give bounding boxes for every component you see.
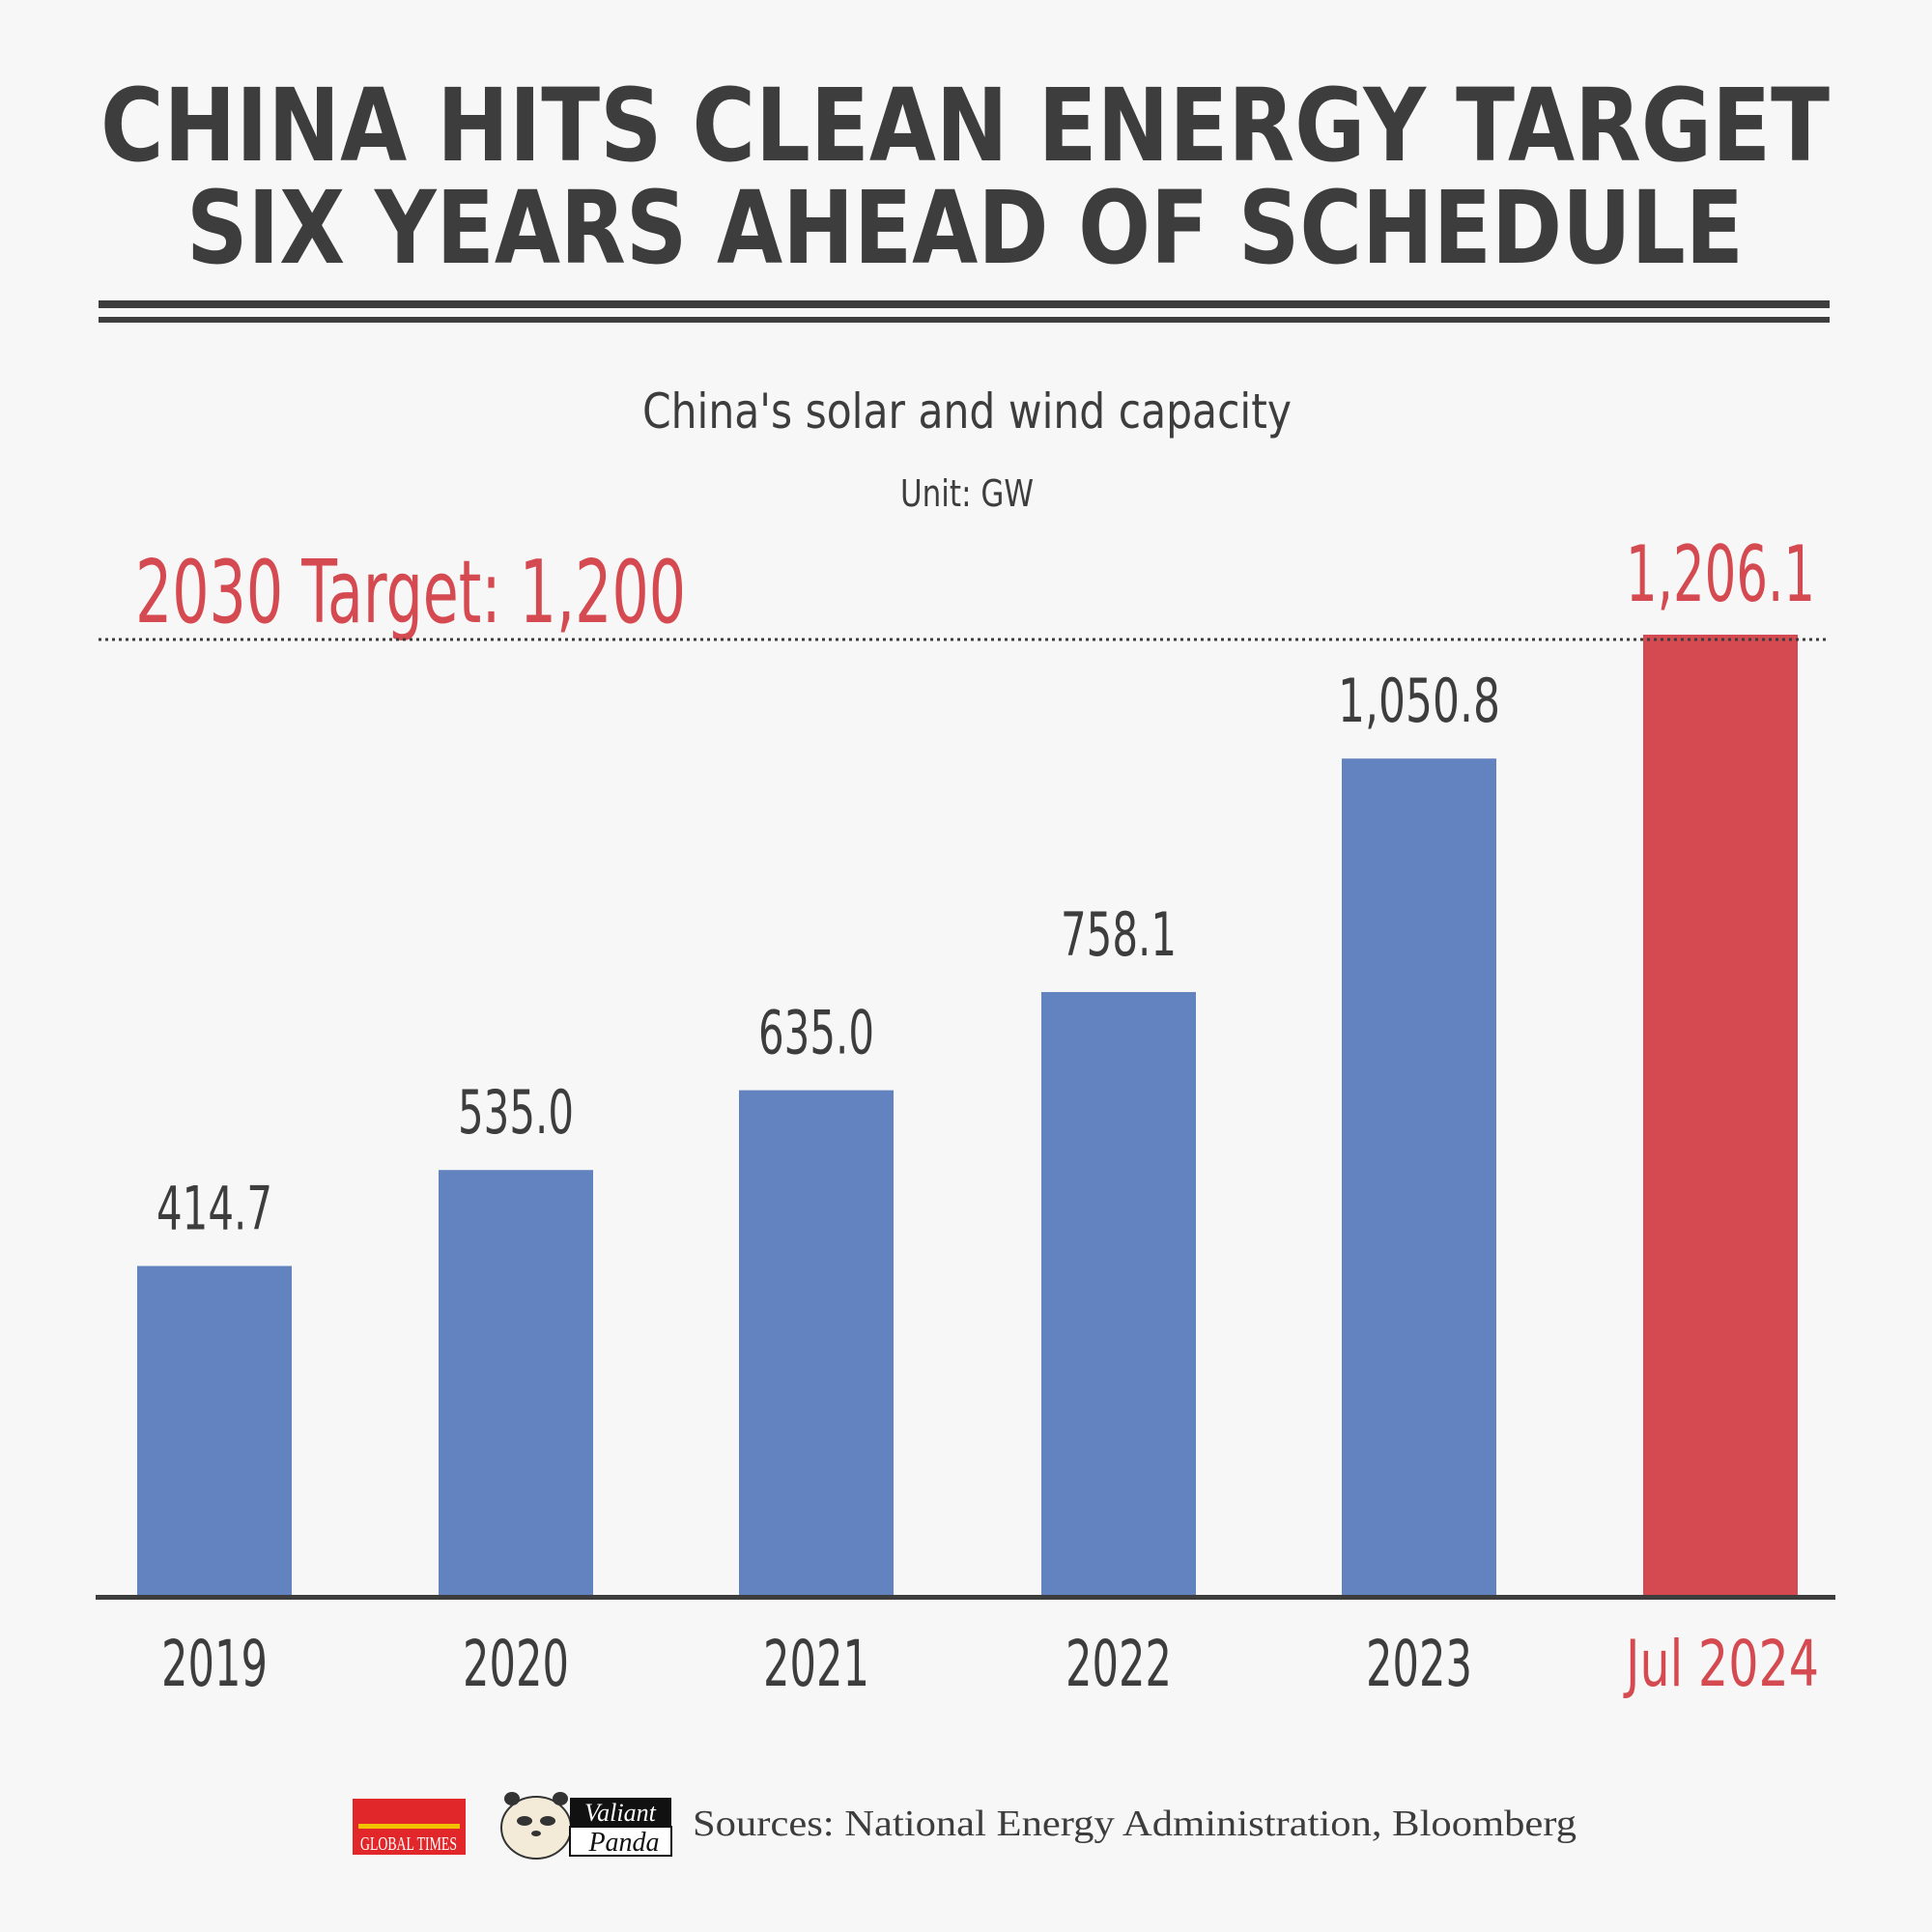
- sources-text: Sources: National Energy Administration,…: [693, 1804, 1577, 1844]
- global-times-logo-text: GLOBAL TIMES: [360, 1833, 457, 1855]
- panda-logo-text: Panda: [587, 1828, 659, 1858]
- category-label: Jul 2024: [1623, 1627, 1819, 1701]
- valiant-logo-text: Valiant: [584, 1799, 656, 1827]
- bar-2023: [1342, 758, 1496, 1597]
- title-line-2: SIX YEARS AHEAD OF SCHEDULE: [186, 169, 1744, 287]
- panda-icon: [500, 1796, 572, 1860]
- value-label: 535.0: [458, 1077, 574, 1148]
- bar-2022: [1041, 991, 1196, 1597]
- bars: [137, 635, 1798, 1597]
- value-label: 758.1: [1061, 899, 1177, 970]
- title-rule-thin: [99, 317, 1830, 323]
- valiant-panda-logo: Valiant Panda: [500, 1792, 672, 1860]
- chart-unit: Unit: GW: [900, 472, 1034, 515]
- target-label: 2030 Target: 1,200: [135, 542, 686, 643]
- category-label: 2019: [161, 1627, 268, 1701]
- global-times-logo: GLOBAL TIMES: [353, 1799, 466, 1855]
- bar-2020: [439, 1170, 593, 1597]
- title-line-1: CHINA HITS CLEAN ENERGY TARGET: [100, 67, 1830, 185]
- value-label: 1,050.8: [1338, 666, 1500, 736]
- value-label: 1,206.1: [1626, 529, 1815, 619]
- category-label: 2020: [463, 1627, 569, 1701]
- x-axis-line: [96, 1595, 1835, 1600]
- title-rule-thick: [99, 300, 1830, 308]
- value-label: 414.7: [156, 1174, 272, 1244]
- value-label: 635.0: [758, 998, 874, 1068]
- bar-2019: [137, 1265, 292, 1597]
- category-labels: 2019 2020 2021 2022 2023 Jul 2024: [161, 1627, 1819, 1701]
- bar-2021: [739, 1090, 894, 1597]
- chart-title: China's solar and wind capacity: [642, 384, 1292, 440]
- bar-jul-2024: [1643, 635, 1798, 1597]
- category-label: 2023: [1366, 1627, 1472, 1701]
- value-labels: 414.7 535.0 635.0 758.1 1,050.8 1,206.1: [156, 529, 1815, 1244]
- category-label: 2022: [1065, 1627, 1172, 1701]
- category-label: 2021: [763, 1627, 869, 1701]
